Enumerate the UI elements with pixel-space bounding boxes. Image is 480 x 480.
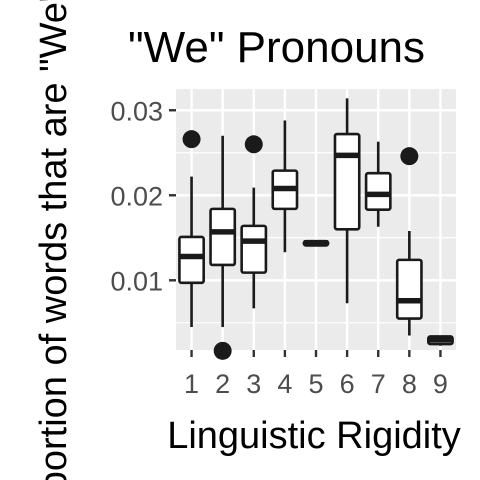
x-tick-label: 1 <box>184 369 199 399</box>
x-tick-label: 6 <box>340 369 355 399</box>
chart-title: "We" Pronouns <box>128 23 425 72</box>
x-tick-label: 9 <box>433 369 448 399</box>
outlier-point <box>400 147 418 165</box>
box-category-9 <box>428 336 452 346</box>
box-iqr <box>397 260 421 319</box>
plot-area: 0.01 0.02 0.03 1 2 3 4 5 6 7 8 9 <box>110 89 456 399</box>
outlier-point <box>183 130 201 148</box>
x-tick-label: 8 <box>402 369 417 399</box>
x-tick-label: 4 <box>277 369 292 399</box>
y-tick-label: 0.03 <box>110 96 163 126</box>
box-iqr <box>242 226 266 273</box>
x-tick-label: 5 <box>308 369 323 399</box>
x-tick-label: 3 <box>246 369 261 399</box>
outlier-point <box>245 135 263 153</box>
y-tick-label: 0.01 <box>110 266 163 296</box>
box-iqr <box>335 134 359 229</box>
x-axis-title: Linguistic Rigidity <box>167 415 461 457</box>
x-tick-label: 7 <box>371 369 386 399</box>
box-category-5 <box>304 241 328 245</box>
box-iqr <box>366 173 390 210</box>
box-iqr <box>179 237 203 283</box>
outlier-point <box>214 342 232 360</box>
box-iqr <box>211 209 235 265</box>
y-axis-title: Proportion of words that are "We" <box>33 0 75 480</box>
x-tick-label: 2 <box>215 369 230 399</box>
y-tick-label: 0.02 <box>110 181 163 211</box>
